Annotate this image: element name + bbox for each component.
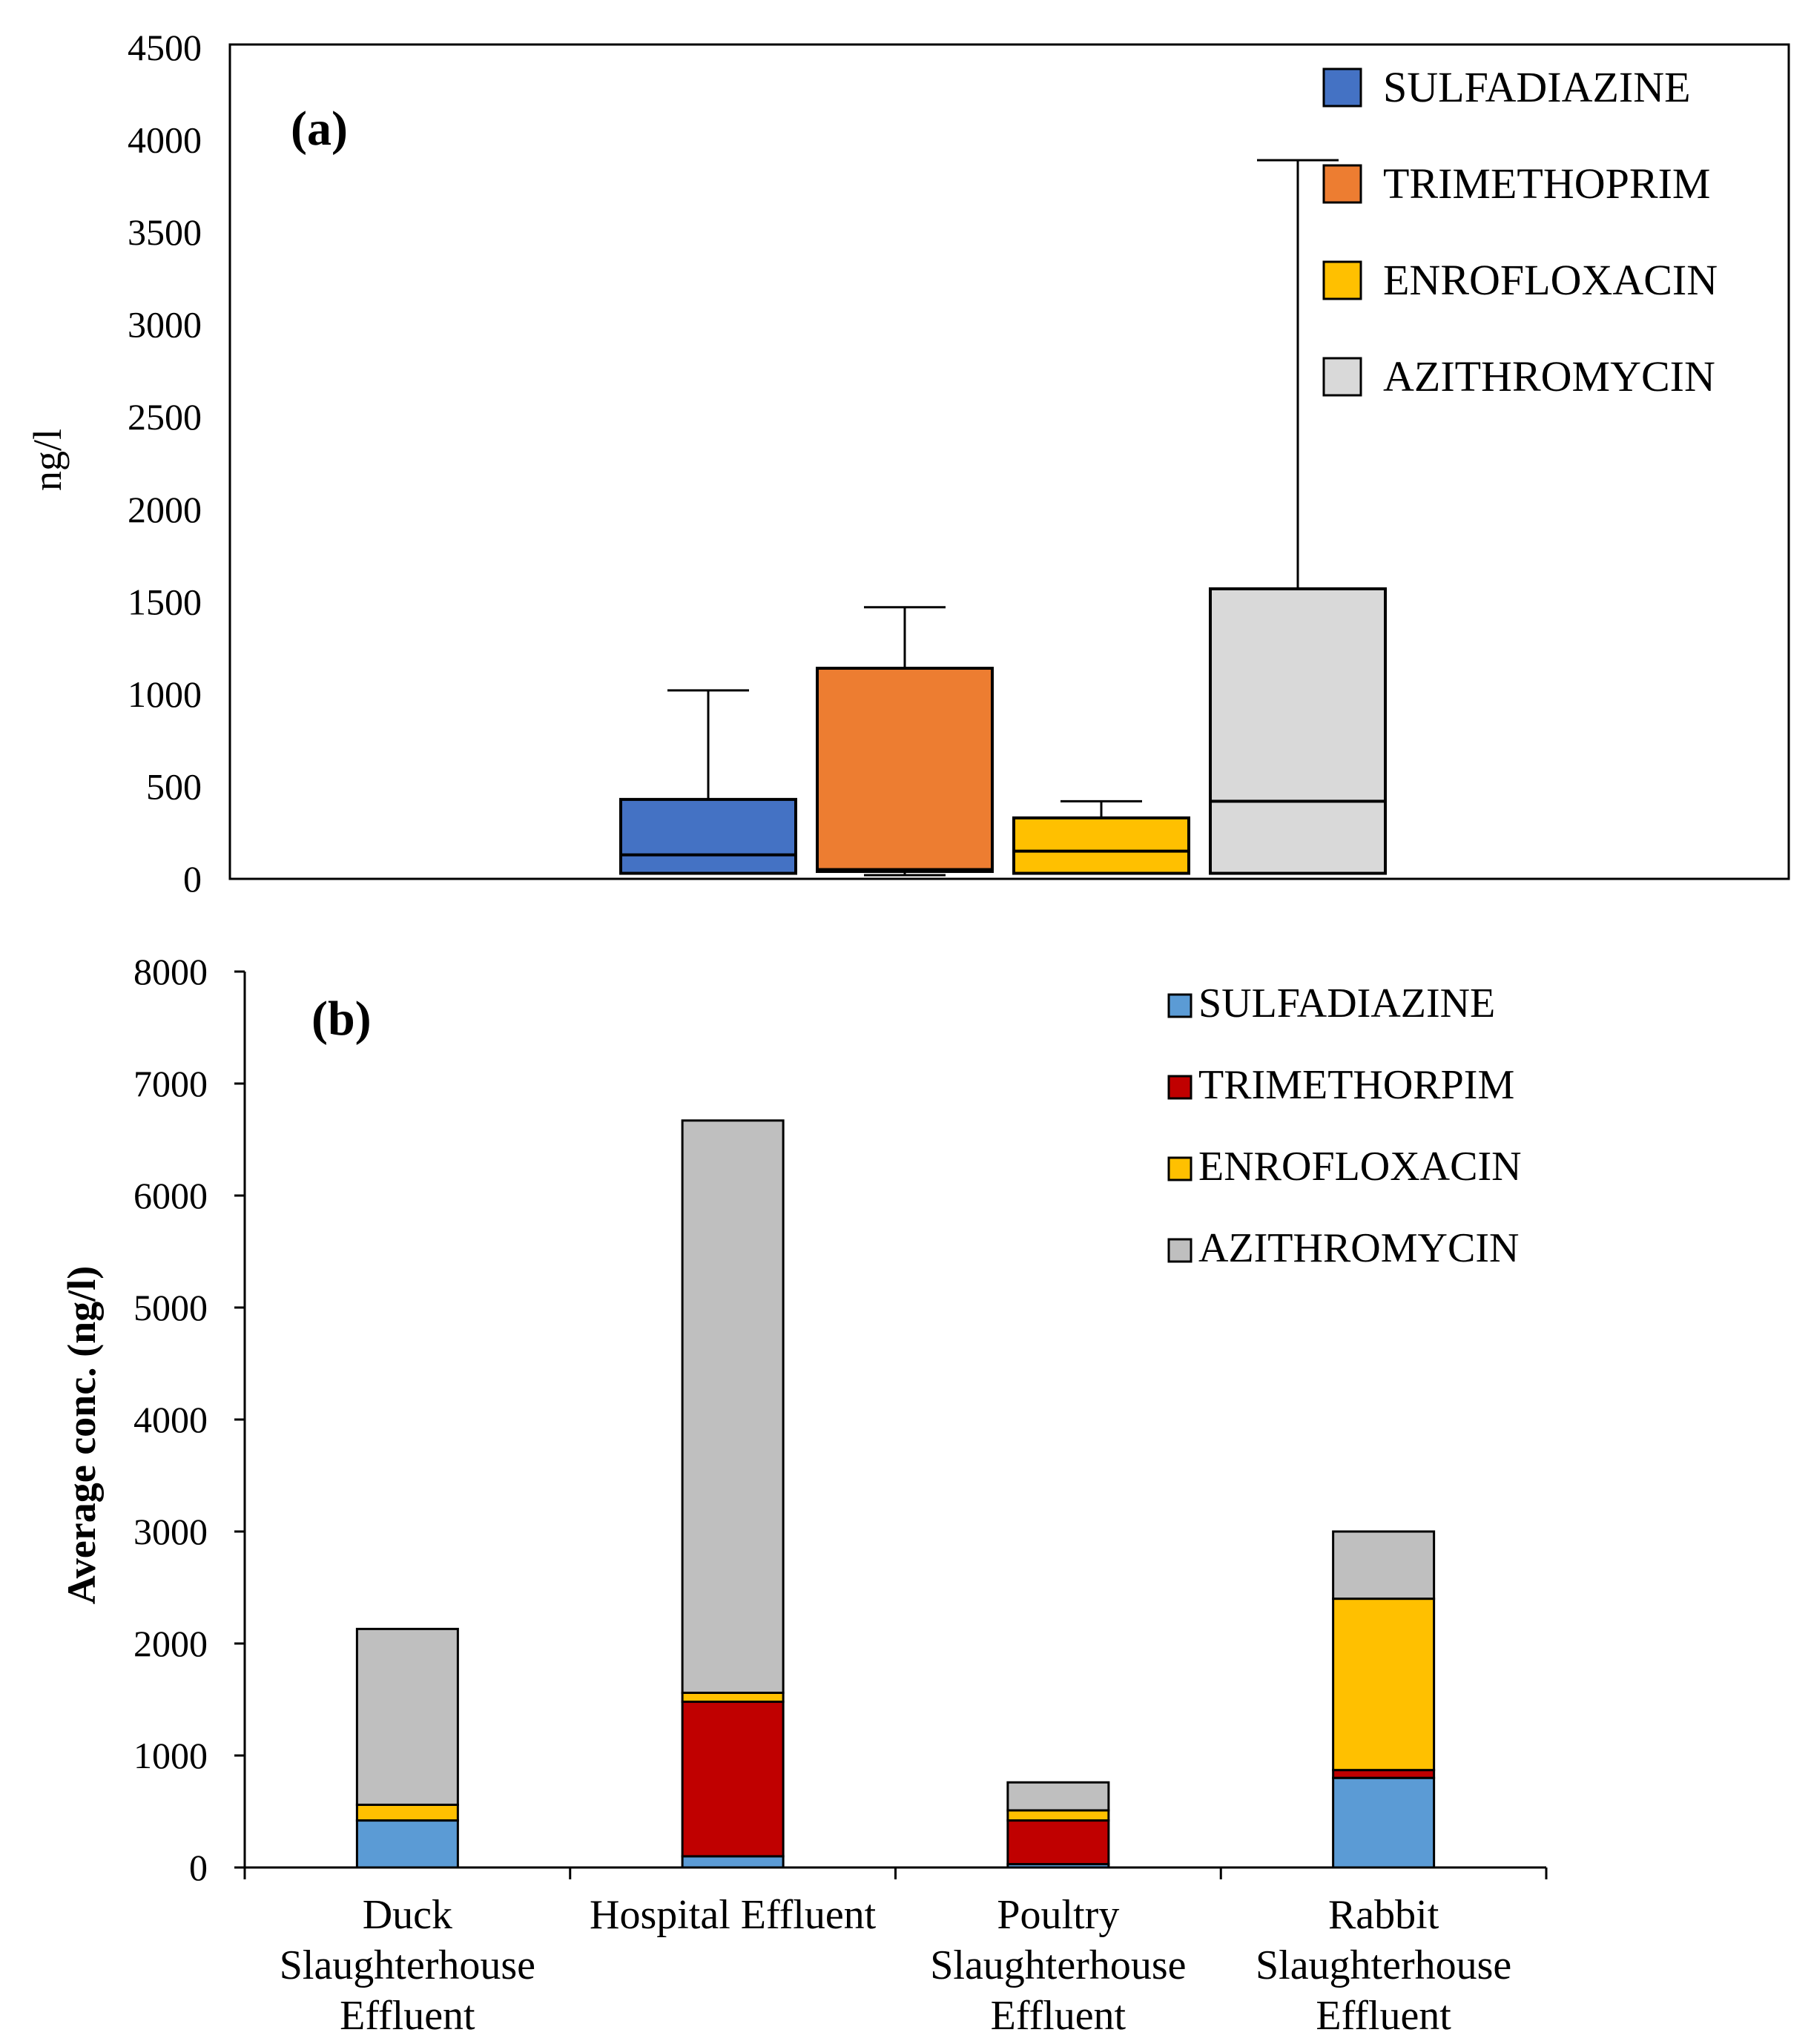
y-tick-label-a: 2500 (128, 396, 202, 438)
y-tick-label-a: 1000 (128, 673, 202, 715)
legend-label-a: AZITHROMYCIN (1383, 352, 1715, 400)
x-tick-label-b: Rabbit Slaughterhouse Effluent (1256, 1892, 1511, 2039)
legend-label-a: SULFADIAZINE (1383, 63, 1691, 111)
y-tick-label-a: 500 (146, 765, 202, 807)
bar-segment-azithromycin (1006, 1781, 1110, 1812)
bar-segment-trimethorpim (681, 1701, 785, 1858)
x-tick-label-line: Duck (363, 1892, 452, 1938)
box-iqr (816, 667, 994, 874)
y-tick-label-b: 7000 (133, 1063, 208, 1104)
y-tick-label-a: 0 (183, 858, 202, 900)
legend-swatch-a (1322, 164, 1362, 204)
legend-swatch-b (1167, 1075, 1193, 1100)
x-tick-label-b: Duck Slaughterhouse Effluent (280, 1892, 535, 2039)
bar-segment-sulfadiazine (355, 1819, 459, 1869)
legend-swatch-b (1167, 1238, 1193, 1263)
y-tick-label-b: 4000 (133, 1399, 208, 1440)
x-tick-label-b: Poultry Slaughterhouse Effluent (930, 1892, 1186, 2039)
bar-segment-azithromycin (681, 1119, 785, 1694)
y-tick-label-b: 6000 (133, 1175, 208, 1216)
chart-b: 0 1000 2000 3000 4000 5000 6000 7000 8000 Average… (59, 951, 1548, 2039)
x-tick-label-line: Slaughterhouse (1256, 1942, 1511, 1988)
y-tick-label-b: 8000 (133, 951, 208, 992)
y-tick-label-b: 1000 (133, 1735, 208, 1776)
bar-segment-enrofloxacin (355, 1803, 459, 1822)
y-tick-label-a: 2000 (128, 489, 202, 530)
box-enrofloxacin (1012, 800, 1190, 875)
x-tick-label-line: Effluent (991, 1993, 1126, 2039)
y-tick-label-b: 5000 (133, 1287, 208, 1328)
bar-segment-sulfadiazine (1332, 1776, 1436, 1869)
bar-segment-azithromycin (355, 1627, 459, 1806)
legend-swatch-b (1167, 993, 1193, 1018)
x-tick-label-b: Hospital Effluent (590, 1892, 877, 1938)
box-iqr (1012, 816, 1190, 875)
box-trimethoprim (816, 606, 994, 877)
legend-label-a: TRIMETHOPRIM (1383, 159, 1710, 208)
legend-swatch-a (1322, 357, 1362, 397)
legend-label-b: SULFADIAZINE (1198, 980, 1495, 1026)
y-axis-label-a: ng/l (25, 429, 70, 491)
y-tick-label-b: 3000 (133, 1511, 208, 1552)
legend-swatch-a (1322, 260, 1362, 300)
legend-label-b: AZITHROMYCIN (1198, 1225, 1519, 1271)
y-tick-label-a: 1500 (128, 581, 202, 622)
box-sulfadiazine (619, 689, 797, 875)
bar-segment-enrofloxacin (1332, 1598, 1436, 1772)
box-iqr (619, 797, 797, 875)
panel-label-a: (a) (291, 102, 348, 156)
plot-area-a (228, 43, 1790, 880)
bar-segment-enrofloxacin (681, 1691, 785, 1704)
box-iqr (1209, 587, 1387, 875)
x-tick-label-line: Hospital Effluent (590, 1892, 877, 1938)
x-tick-label-line: Effluent (1316, 1993, 1451, 2039)
x-tick-label-line: Effluent (340, 1993, 475, 2039)
y-tick-label-a: 4000 (128, 119, 202, 161)
bar-segment-azithromycin (1332, 1530, 1436, 1600)
bar-segment-trimethorpim (1332, 1769, 1436, 1779)
y-tick-label-a: 4500 (128, 27, 202, 68)
legend-label-b: TRIMETHORPIM (1198, 1062, 1514, 1108)
bar-segment-sulfadiazine (681, 1855, 785, 1869)
bar-segment-trimethorpim (1006, 1819, 1110, 1865)
y-axis-label-b: Average conc. (ng/l) (59, 1266, 104, 1604)
y-tick-label-a: 3000 (128, 304, 202, 346)
legend-swatch-b (1167, 1156, 1193, 1181)
box-azithromycin (1209, 159, 1387, 875)
x-tick-label-line: Poultry (997, 1892, 1119, 1938)
y-tick-label-a: 3500 (128, 211, 202, 253)
legend-label-a: ENROFLOXACIN (1383, 256, 1718, 304)
y-tick-label-b: 2000 (133, 1623, 208, 1664)
legend-label-b: ENROFLOXACIN (1198, 1144, 1522, 1190)
x-tick-label-line: Slaughterhouse (930, 1942, 1186, 1988)
bar-segment-enrofloxacin (1006, 1809, 1110, 1822)
x-tick-label-line: Slaughterhouse (280, 1942, 535, 1988)
x-tick-label-line: Rabbit (1328, 1892, 1439, 1938)
legend-swatch-a (1322, 67, 1362, 108)
chart-a: 0 500 1000 1500 2000 2500 3000 3500 4000 4500 ng/l… (25, 27, 1790, 900)
y-tick-label-b: 0 (189, 1847, 208, 1888)
panel-label-b: (b) (311, 992, 372, 1046)
